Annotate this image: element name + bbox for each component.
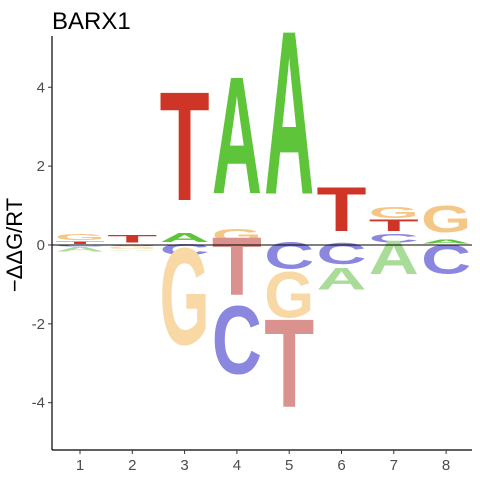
y-tick-label: 0 (37, 237, 45, 254)
logo-letter-g-pos4-up0: G (212, 225, 262, 245)
logo-letter-a-pos5-up0: A (264, 0, 314, 244)
logo-letter-g-pos3-down1: G (160, 219, 210, 374)
logo-letter-a-pos8-up0: A (421, 239, 471, 245)
logo-letter-c-pos2-down0: C (107, 244, 157, 246)
logo-letter-g-pos2-down1: G (107, 245, 157, 249)
logo-letter-a-pos6-down1: A (317, 261, 367, 296)
logo-letter-a-pos3-up0: A (160, 230, 210, 245)
logo-letter-c-pos6-down0: C (317, 237, 367, 271)
x-tick-label: 2 (128, 457, 136, 474)
logo-letter-t-pos2-up0: T (107, 233, 157, 245)
logo-letter-t-pos5-down2: T (264, 293, 314, 434)
x-tick-label: 1 (76, 457, 84, 474)
axes: -4 -2 0 2 4 1 2 3 4 5 6 7 8 (32, 36, 472, 474)
x-tick-label: 3 (180, 457, 188, 474)
logo-letter-g-pos7-up2: G (369, 204, 419, 221)
logo-letter-c-pos1-down0: C (55, 244, 105, 247)
logo-letter-g-pos5-down1: G (264, 258, 314, 332)
y-tick-label: -2 (32, 316, 45, 333)
logo-letter-g-pos8-up1: G (421, 198, 471, 240)
logo-letter-t-pos7-up1: T (369, 216, 419, 234)
logo-letter-a-pos4-up1: A (212, 43, 262, 230)
y-tick-label: -4 (32, 395, 45, 412)
y-axis-label: −ΔΔG/RT (2, 198, 27, 292)
x-tick-label: 8 (442, 457, 450, 474)
logo-letter-t-pos1-up0: T (55, 241, 105, 245)
x-tick-label: 6 (337, 457, 345, 474)
y-tick-label: 4 (37, 79, 45, 96)
logo-letter-c-pos5-down0: C (264, 235, 314, 277)
logo-letter-g-pos1-up1: G (55, 233, 105, 242)
logo-letter-t-pos3-up1: T (160, 60, 210, 234)
logo-letter-a-pos2-down2: A (107, 249, 157, 250)
logo-letter-c-pos8-down1: C (421, 236, 471, 282)
logo-letter-a-pos7-down0: A (369, 230, 419, 284)
x-tick-label: 4 (233, 457, 241, 474)
chart-title: BARX1 (52, 8, 131, 35)
x-tick-label: 7 (390, 457, 398, 474)
logo-letter-t-pos6-up0: T (317, 175, 367, 245)
y-tick-label: 2 (37, 158, 45, 175)
logo-letter-c-pos4-down1: C (212, 284, 262, 394)
logo-letter-t-pos4-down0: T (212, 220, 262, 313)
logo-letter-a-pos1-down1: A (55, 245, 105, 253)
logo-letter-t-pos8-down0: T (421, 244, 471, 248)
x-tick-label: 5 (285, 457, 293, 474)
logo-letter-c-pos7-up0: C (369, 231, 419, 245)
